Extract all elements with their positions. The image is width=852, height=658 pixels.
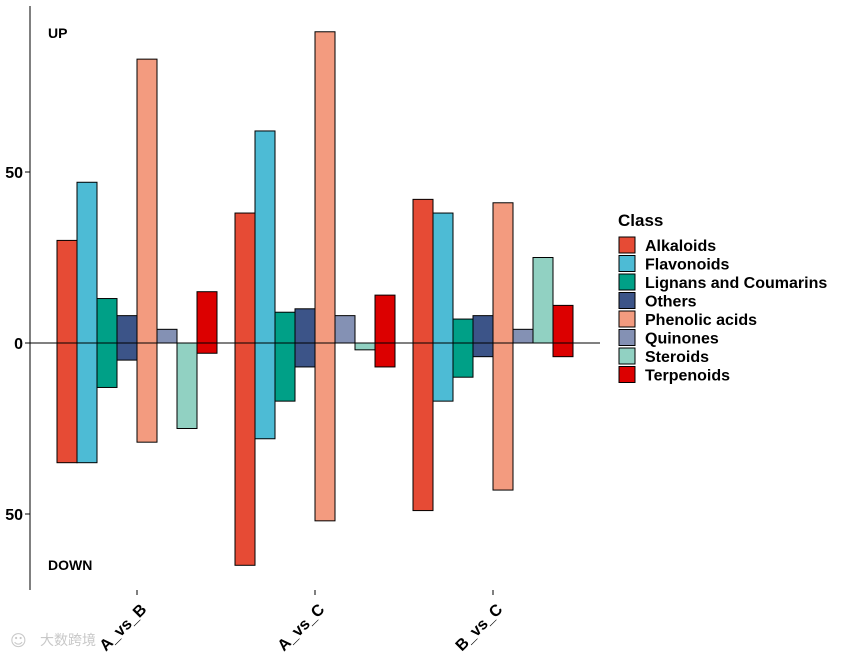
bar-terpenoids-a_vs_c [374,294,396,368]
y-tick-label: 50 [5,507,23,524]
legend-label-terpenoids: Terpenoids [645,368,730,385]
legend-swatch-steroids [618,347,636,365]
bar-alkaloids-b_vs_c [412,198,434,512]
bar-lignans-and-coumarins-b_vs_c [452,318,474,378]
legend-label-flavonoids: Flavonoids [645,257,730,274]
bar-phenolic-acids-b_vs_c [492,202,514,491]
legend-swatch-flavonoids [618,255,636,272]
legend-swatch-others [618,292,636,309]
category-labels: A_vs_B A_vs_C B_vs_C [97,590,507,655]
legend-label-phenolic-acids: Phenolic acids [645,312,757,329]
legend-title: Class [618,211,663,230]
legend-label-steroids: Steroids [645,349,709,366]
bar-flavonoids-a_vs_c [254,130,276,440]
bar-phenolic-acids-a_vs_b [136,58,158,443]
bar-others-b_vs_c [472,315,494,358]
legend-swatch-alkaloids [618,236,636,254]
watermark-text: 大数跨境 [40,633,96,649]
legend-swatch-lignans-and-coumarins [618,273,636,291]
legend-swatch-phenolic-acids [618,310,636,328]
bar-alkaloids-a_vs_c [234,212,256,566]
bar-terpenoids-a_vs_b [196,291,218,354]
bar-steroids-a_vs_b [176,342,198,429]
bar-phenolic-acids-a_vs_c [314,31,336,522]
legend-label-others: Others [645,294,697,311]
y-ticks: 50 0 50 [5,165,30,524]
bar-quinones-b_vs_c [512,328,534,344]
watermark: ☺ 大数跨境 [10,631,96,650]
watermark-logo-icon: ☺ [10,631,27,650]
legend-label-alkaloids: Alkaloids [645,238,716,255]
bar-others-a_vs_c [294,308,316,368]
legend-label-quinones: Quinones [645,331,719,348]
down-label: DOWN [48,557,92,573]
bar-terpenoids-b_vs_c [552,304,574,358]
category-label-b_vs_c: B_vs_C [453,601,507,655]
legend-swatch-terpenoids [618,366,636,383]
bars-layer [56,31,574,566]
bar-lignans-and-coumarins-a_vs_c [274,311,296,402]
bar-steroids-b_vs_c [532,257,554,344]
bar-flavonoids-b_vs_c [432,212,454,402]
bar-others-a_vs_b [116,315,138,361]
legend-swatch-quinones [618,329,636,346]
y-tick-label: 0 [14,336,23,353]
legend-label-lignans-and-coumarins: Lignans and Coumarins [645,275,827,292]
category-label-a_vs_b: A_vs_B [97,601,151,655]
bar-quinones-a_vs_b [156,328,178,344]
bar-flavonoids-a_vs_b [76,181,98,464]
bar-quinones-a_vs_c [334,315,356,344]
category-label-a_vs_c: A_vs_C [275,601,329,655]
bar-alkaloids-a_vs_b [56,239,78,464]
up-label: UP [48,25,67,41]
bar-steroids-a_vs_c [354,342,376,351]
y-tick-label: 50 [5,165,23,182]
